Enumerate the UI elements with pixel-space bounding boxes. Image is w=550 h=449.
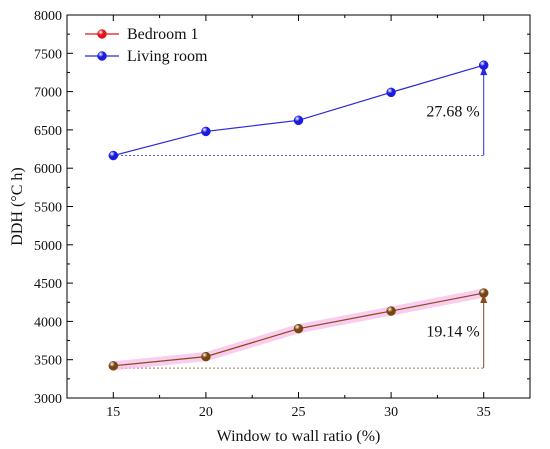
data-point: [293, 323, 304, 334]
data-point: [201, 126, 211, 137]
legend-label-1: Living room: [127, 48, 208, 65]
y-tick-label: 3500: [34, 354, 62, 369]
annotation-arrow-head: [480, 66, 488, 76]
y-tick-label: 5500: [34, 201, 62, 216]
legend-label-0: Bedroom 1: [127, 26, 199, 43]
annotation-arrow-head: [480, 294, 488, 304]
x-tick-label: 25: [292, 405, 306, 420]
data-point: [478, 60, 489, 70]
y-tick-label: 4000: [34, 315, 62, 330]
y-tick-label: 4500: [34, 277, 62, 292]
legend-marker-0: [97, 29, 107, 39]
data-point: [478, 288, 489, 298]
y-tick-label: 8000: [34, 9, 62, 24]
data-point: [386, 306, 396, 316]
annotation-label: 27.68 %: [426, 103, 479, 120]
x-tick-label: 20: [199, 405, 213, 420]
y-tick-label: 7500: [34, 47, 62, 62]
y-tick-label: 5000: [34, 239, 62, 254]
legend-marker-1: [97, 51, 107, 61]
data-point: [108, 361, 119, 371]
data-point: [386, 87, 396, 98]
x-axis-title: Window to wall ratio (%): [217, 428, 381, 445]
x-tick-label: 15: [106, 405, 120, 420]
y-tick-label: 7000: [34, 86, 62, 101]
data-point: [293, 115, 304, 126]
y-axis-title: DDH (°C h): [9, 167, 26, 245]
y-tick-label: 6500: [34, 124, 62, 139]
data-point: [108, 150, 119, 161]
x-tick-label: 35: [477, 405, 491, 420]
annotation-label: 19.14 %: [426, 324, 479, 341]
y-tick-label: 3000: [34, 392, 62, 407]
data-point: [201, 351, 211, 362]
x-tick-label: 30: [384, 405, 398, 420]
y-tick-label: 6000: [34, 162, 62, 177]
